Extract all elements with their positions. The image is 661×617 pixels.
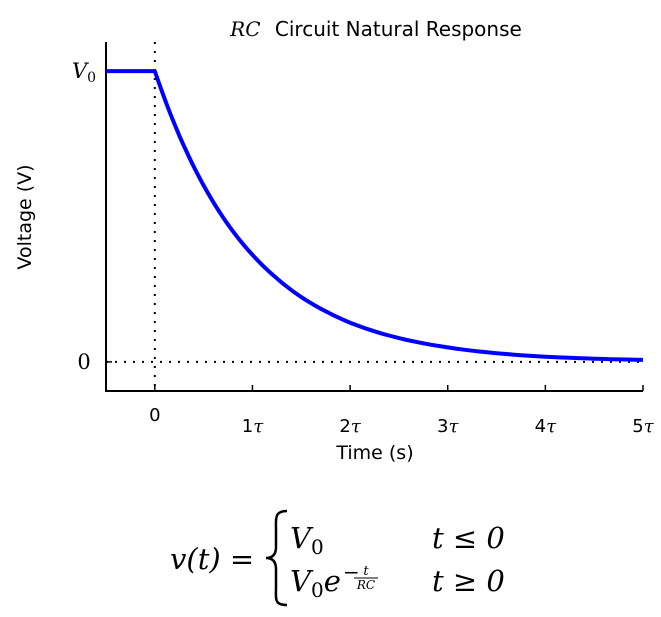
y-axis-label: Voltage (V) [14, 164, 36, 269]
y-tick-subscript: 0 [87, 70, 96, 86]
chart-title-math: RC [229, 17, 260, 41]
svg-text:RC Circuit Natural Respo: RC Circuit Natural Response [229, 17, 522, 41]
x-tick-number: 2 [339, 416, 350, 437]
x-tick-label: 0 [149, 405, 160, 426]
case2-expr-base: V [290, 564, 314, 598]
y-tick-label: 0 [77, 350, 90, 374]
formula-brace [265, 509, 288, 607]
x-axis-ticks: 01τ 2τ 3τ 4τ 5τ [149, 385, 655, 437]
x-tick-number: 1 [242, 416, 253, 437]
y-tick-base: V [72, 59, 89, 83]
case1-condition: t ≤ 0 [432, 521, 505, 555]
reference-lines [106, 42, 643, 391]
case1-expr-base: V [290, 521, 314, 555]
formula-case-1: V0 t ≤ 0 [290, 521, 505, 559]
x-tick-number: 4 [535, 416, 546, 437]
x-tick-number: 0 [149, 405, 160, 426]
case2-exp-den: RC [356, 578, 375, 592]
case2-expr-sub: 0 [311, 578, 324, 602]
x-tick-symbol: τ [253, 416, 264, 437]
rc-response-chart: RC Circuit Natural Response 01τ 2τ 3τ 4τ 5τ … [14, 17, 655, 464]
y-tick-label: V0 [72, 59, 96, 86]
x-tick-label: 1τ [242, 416, 264, 437]
case2-exp-num: t [363, 564, 369, 579]
formula-case-2: V0e − t RC t ≥ 0 [290, 560, 505, 602]
y-tick-base: 0 [77, 350, 90, 374]
x-tick-number: 3 [437, 416, 448, 437]
x-axis-label: Time (s) [335, 442, 413, 464]
svg-text:V0e: V0e [290, 564, 341, 602]
chart-title: RC Circuit Natural Response [229, 17, 522, 41]
chart-title-text: Circuit Natural Response [275, 17, 522, 41]
x-tick-symbol: τ [644, 416, 655, 437]
x-tick-label: 2τ [339, 416, 361, 437]
voltage-decay-curve [106, 69, 644, 362]
svg-text:V0: V0 [290, 521, 324, 559]
x-tick-label: 3τ [437, 416, 459, 437]
x-tick-symbol: τ [351, 416, 362, 437]
case2-condition: t ≥ 0 [432, 564, 505, 598]
case1-expr-sub: 0 [311, 535, 324, 559]
formula-lhs: v(t) = [170, 542, 254, 576]
y-axis-ticks: V00 [72, 59, 112, 374]
case2-expr-e: e [324, 564, 341, 598]
x-tick-symbol: τ [546, 416, 557, 437]
x-tick-number: 5 [632, 416, 643, 437]
response-formula: v(t) = V0 t ≤ 0 V0e − t RC t ≥ 0 [170, 509, 505, 607]
x-tick-label: 4τ [535, 416, 557, 437]
x-tick-symbol: τ [448, 416, 459, 437]
x-tick-label: 5τ [632, 416, 654, 437]
